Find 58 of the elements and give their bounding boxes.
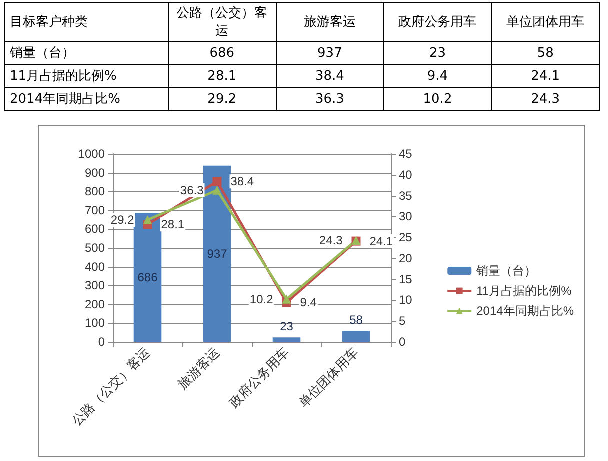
y2-tick-label: 15 — [399, 272, 413, 286]
y2-tick-label: 20 — [399, 251, 413, 266]
data-label: 937 — [207, 246, 228, 261]
data-label: 23 — [280, 320, 294, 334]
y2-tick-label: 30 — [399, 210, 413, 224]
text: 目标客户种类 — [4, 2, 168, 42]
text: 686 — [210, 46, 235, 60]
y2-tick-label: 35 — [399, 188, 413, 203]
text: 29.2 — [208, 92, 237, 106]
data-label: 58 — [350, 313, 364, 328]
legend-label: 2014年同期占比% — [476, 304, 574, 318]
category-label: 公路（公交）客运 — [176, 6, 268, 39]
y2-tick-label: 5 — [399, 314, 406, 328]
category-label: 单位团体用车 — [506, 15, 585, 30]
y-tick-label: 900 — [84, 166, 106, 180]
y-tick-label: 800 — [84, 184, 106, 199]
x-tick-label: 政府公务用车 — [226, 344, 292, 410]
y2-tick-label: 0 — [399, 335, 406, 349]
text: 9.4 — [427, 68, 448, 84]
legend-label: 销量（台） — [476, 264, 537, 278]
legend-label: 11月占据的比例% — [476, 284, 572, 298]
y2-tick-label: 10 — [399, 293, 413, 308]
data-label: 10.2 — [250, 292, 274, 306]
data-label: 36.3 — [180, 183, 204, 198]
text: 28.1 — [208, 68, 237, 84]
y-tick-label: 600 — [84, 222, 106, 236]
data-label: 686 — [138, 270, 158, 285]
text: 销量（台） — [10, 46, 75, 61]
category-label: 旅游客运 — [304, 15, 356, 30]
y2-tick-label: 25 — [399, 230, 413, 245]
x-tick-label: 单位团体用车 — [296, 344, 362, 410]
text: 58 — [537, 46, 554, 60]
data-label: 28.1 — [161, 218, 185, 232]
data-label: 29.2 — [110, 213, 135, 228]
y-tick-label: 200 — [84, 297, 106, 312]
y-tick-label: 400 — [84, 260, 106, 274]
y2-tick-label: 40 — [399, 168, 413, 182]
text: 10.2 — [423, 92, 452, 106]
y-tick-label: 700 — [84, 203, 106, 218]
y-tick-label: 300 — [84, 278, 106, 293]
data-label: 38.4 — [230, 174, 254, 189]
text: 38.4 — [315, 68, 344, 84]
text: 937 — [318, 46, 342, 60]
text: 2014年同期占比% — [10, 92, 120, 107]
data-label: 24.1 — [370, 234, 394, 248]
category-label: 政府公务用车 — [398, 15, 477, 30]
y2-tick-label: 45 — [399, 147, 413, 161]
x-tick-label: 旅游客运 — [175, 344, 223, 392]
text: 11月占据的比例% — [10, 69, 117, 84]
y-tick-label: 1000 — [78, 147, 106, 161]
y-tick-label: 500 — [84, 241, 106, 255]
text: 36.3 — [315, 92, 344, 106]
text: 23 — [429, 46, 446, 60]
y-tick-label: 100 — [84, 316, 106, 330]
data-label: 9.4 — [300, 296, 318, 310]
text: 24.1 — [531, 68, 560, 84]
data-label: 24.3 — [319, 233, 344, 248]
text: 24.3 — [531, 92, 560, 106]
